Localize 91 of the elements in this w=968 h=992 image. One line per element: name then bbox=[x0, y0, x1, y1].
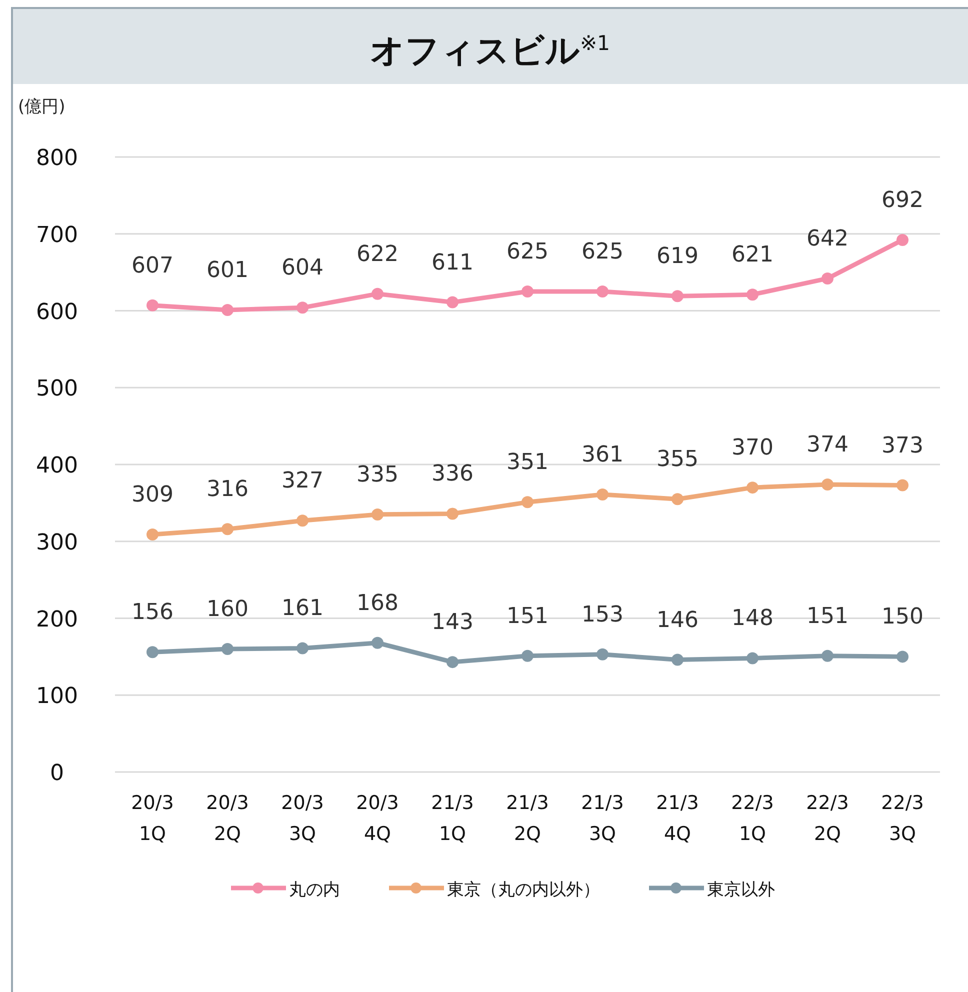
data-label: 146 bbox=[656, 608, 698, 633]
data-label: 335 bbox=[356, 462, 398, 488]
point bbox=[522, 650, 534, 662]
point bbox=[822, 650, 834, 662]
x-tick-label: 20/3 2Q bbox=[206, 792, 249, 845]
data-label: 150 bbox=[882, 604, 924, 630]
data-label: 370 bbox=[732, 436, 774, 461]
point bbox=[672, 290, 684, 302]
data-label: 625 bbox=[582, 240, 624, 265]
y-tick-label: 0 bbox=[50, 761, 64, 786]
y-axis-title: (億円) bbox=[18, 97, 66, 117]
x-tick-label: 22/3 2Q bbox=[806, 792, 849, 845]
point bbox=[222, 304, 234, 316]
point bbox=[372, 508, 384, 520]
y-tick-label: 500 bbox=[36, 376, 78, 402]
point bbox=[446, 656, 458, 668]
point bbox=[146, 528, 158, 540]
x-tick-label: 20/3 3Q bbox=[281, 792, 324, 845]
x-tick-label: 21/3 3Q bbox=[581, 792, 624, 845]
x-tick-label: 20/3 1Q bbox=[131, 792, 174, 845]
data-label: 355 bbox=[656, 447, 698, 472]
point bbox=[446, 296, 458, 308]
point bbox=[522, 286, 534, 298]
y-tick-label: 600 bbox=[36, 300, 78, 325]
point bbox=[596, 488, 608, 500]
point bbox=[822, 272, 834, 284]
chart-title: オフィスビル$^{※1}$ bbox=[370, 31, 610, 71]
data-label: 374 bbox=[806, 432, 848, 458]
data-label: 151 bbox=[806, 604, 848, 629]
point bbox=[372, 636, 384, 649]
data-label: 611 bbox=[432, 250, 474, 276]
point bbox=[746, 288, 758, 301]
x-tick-label: 22/3 1Q bbox=[731, 792, 774, 845]
data-label: 351 bbox=[506, 450, 548, 476]
data-label: 153 bbox=[582, 602, 624, 628]
data-label: 151 bbox=[506, 604, 548, 629]
point bbox=[222, 523, 234, 536]
data-label: 148 bbox=[732, 606, 774, 632]
point bbox=[372, 288, 384, 300]
point bbox=[822, 478, 834, 490]
data-label: 619 bbox=[656, 244, 698, 270]
data-label: 361 bbox=[582, 442, 624, 468]
data-label: 327 bbox=[282, 468, 324, 494]
x-tick-label: 21/3 1Q bbox=[431, 792, 474, 845]
point bbox=[522, 496, 534, 508]
data-label: 601 bbox=[206, 258, 248, 283]
data-label: 625 bbox=[506, 240, 548, 265]
y-tick-label: 300 bbox=[36, 530, 78, 556]
data-label: 160 bbox=[206, 597, 248, 622]
point bbox=[896, 650, 908, 663]
y-tick-label: 700 bbox=[36, 222, 78, 248]
data-label: 607 bbox=[132, 253, 174, 278]
point bbox=[672, 493, 684, 506]
data-label: 336 bbox=[432, 462, 474, 487]
point bbox=[146, 299, 158, 312]
point bbox=[746, 482, 758, 494]
x-tick-label: 22/3 3Q bbox=[881, 792, 924, 845]
data-label: 156 bbox=[132, 600, 174, 626]
point bbox=[746, 652, 758, 664]
point bbox=[596, 648, 608, 660]
y-tick-label: 200 bbox=[36, 607, 78, 632]
data-label: 168 bbox=[356, 590, 398, 616]
data-label: 373 bbox=[882, 433, 924, 458]
legend-label: 丸の内 bbox=[289, 880, 340, 900]
legend-label: 東京以外 bbox=[707, 880, 775, 900]
data-label: 161 bbox=[282, 596, 324, 622]
point bbox=[296, 642, 308, 654]
data-label: 622 bbox=[356, 242, 398, 267]
point bbox=[296, 302, 308, 314]
data-label: 316 bbox=[206, 477, 248, 502]
point bbox=[672, 654, 684, 666]
point bbox=[596, 286, 608, 298]
point bbox=[446, 508, 458, 520]
data-label: 143 bbox=[432, 610, 474, 636]
data-label: 309 bbox=[132, 482, 174, 508]
data-label: 692 bbox=[882, 188, 924, 214]
x-tick-label: 21/3 4Q bbox=[656, 792, 699, 845]
data-label: 621 bbox=[732, 242, 774, 268]
point bbox=[146, 646, 158, 658]
point bbox=[896, 234, 908, 246]
point bbox=[896, 479, 908, 492]
point bbox=[222, 643, 234, 655]
y-tick-label: 400 bbox=[36, 454, 78, 478]
data-label: 604 bbox=[282, 256, 324, 281]
point bbox=[296, 514, 308, 527]
y-tick-label: 800 bbox=[36, 146, 78, 171]
data-label: 642 bbox=[806, 226, 848, 252]
legend-label: 東京（丸の内以外） bbox=[447, 880, 600, 900]
x-tick-label: 21/3 2Q bbox=[506, 792, 549, 845]
y-tick-label: 100 bbox=[36, 684, 78, 710]
x-tick-label: 20/3 4Q bbox=[356, 792, 399, 845]
